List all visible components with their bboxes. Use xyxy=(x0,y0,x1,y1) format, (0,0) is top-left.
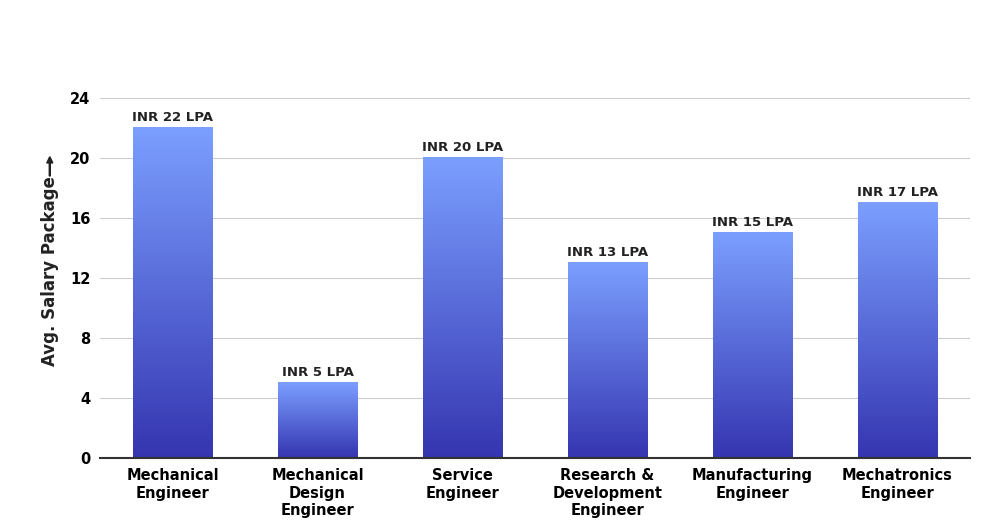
Text: Mechanical Engineering Avg. Salary Package (LPA): Mechanical Engineering Avg. Salary Packa… xyxy=(142,22,858,46)
Text: INR 20 LPA: INR 20 LPA xyxy=(422,141,503,154)
Text: INR 15 LPA: INR 15 LPA xyxy=(712,216,793,229)
Text: INR 17 LPA: INR 17 LPA xyxy=(857,186,938,199)
Text: INR 13 LPA: INR 13 LPA xyxy=(567,246,648,259)
Text: INR 22 LPA: INR 22 LPA xyxy=(132,111,213,124)
Y-axis label: Avg. Salary Package: Avg. Salary Package xyxy=(41,176,59,366)
Text: INR 5 LPA: INR 5 LPA xyxy=(282,366,353,379)
